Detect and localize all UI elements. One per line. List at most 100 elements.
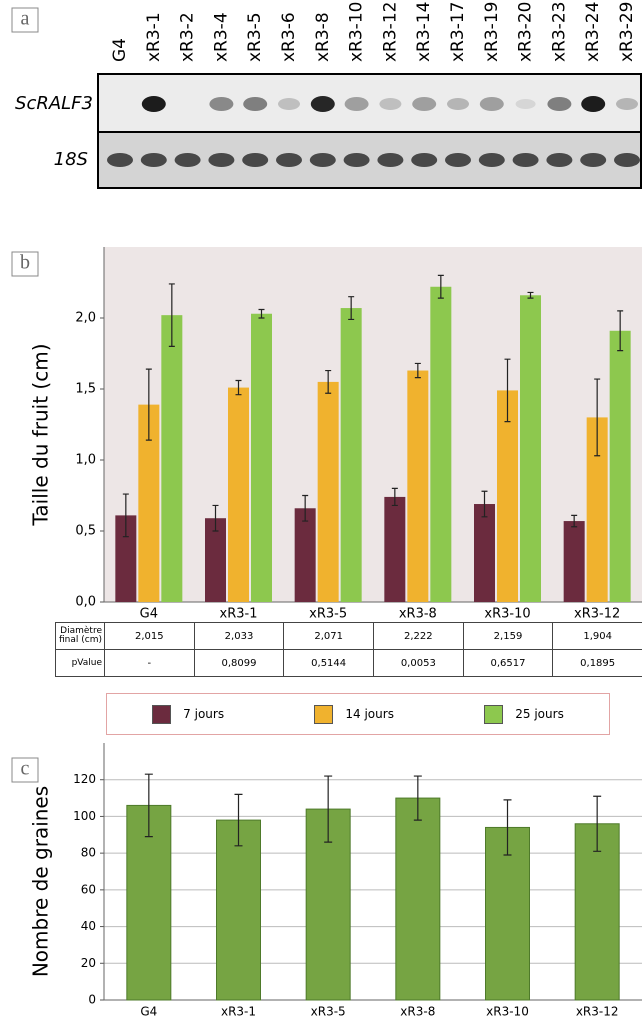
table-cell: 2,033 (195, 623, 285, 650)
lane-label: xR3-14 (414, 2, 434, 62)
legend-swatch (152, 705, 171, 724)
bar (396, 798, 440, 1000)
table-cell: 0,8099 (195, 650, 285, 677)
band (616, 98, 638, 110)
row-header: pValue (56, 650, 105, 677)
lane-label: G4 (110, 38, 130, 62)
x-tick-label: xR3-1 (221, 1005, 256, 1019)
legend-swatch (314, 705, 333, 724)
table-cell: 0,5144 (284, 650, 374, 677)
lane-label: xR3-23 (549, 2, 569, 62)
x-tick-label: xR3-1 (220, 607, 258, 622)
x-tick-label: xR3-10 (486, 1005, 529, 1019)
y-tick-label: 20 (81, 956, 96, 970)
lane-label: xR3-10 (347, 2, 367, 62)
panel-label: b (20, 252, 30, 274)
legend-item: 7 jours (152, 705, 224, 724)
legend-label: 25 jours (515, 707, 564, 721)
y-tick-label: 0 (88, 993, 96, 1007)
bar (384, 497, 405, 602)
lane-label: xR3-5 (245, 12, 265, 62)
table-cell: 2,071 (284, 623, 374, 650)
band (377, 153, 403, 167)
bar (228, 388, 249, 602)
lane-label: xR3-24 (583, 2, 603, 62)
y-axis-title: Taille du fruit (cm) (29, 343, 53, 526)
bar (610, 331, 631, 602)
band (581, 96, 605, 112)
band (208, 153, 234, 167)
bar (520, 295, 541, 602)
lane-label: xR3-1 (144, 12, 164, 62)
y-tick-label: 1,5 (75, 382, 96, 397)
band (278, 98, 300, 110)
band (411, 153, 437, 167)
figure: a ScRALF3 18S ** G4xR3-1xR3-2xR3-4xR3-5x… (0, 0, 642, 1021)
table: Diamètre final (cm)2,0152,0332,0712,2222… (55, 622, 642, 677)
band (344, 153, 370, 167)
blot-row-label: ScRALF3 (15, 93, 93, 114)
y-tick-label: 1,0 (75, 453, 96, 468)
x-tick-label: xR3-12 (574, 607, 620, 622)
x-tick-label: xR3-5 (309, 607, 347, 622)
band (175, 153, 201, 167)
table-cell: 1,904 (553, 623, 642, 650)
y-tick-label: 100 (73, 809, 96, 823)
band (209, 97, 233, 111)
band (141, 153, 167, 167)
plot-area (104, 743, 642, 1000)
band (445, 153, 471, 167)
band (379, 98, 401, 110)
bar (474, 504, 495, 602)
band (513, 153, 539, 167)
band (547, 97, 571, 111)
y-tick-label: 2,0 (75, 311, 96, 326)
x-tick-label: xR3-12 (576, 1005, 619, 1019)
y-tick-label: 0,5 (75, 524, 96, 539)
lane-label: xR3-20 (516, 2, 536, 62)
table-cell: 0,1895 (553, 650, 642, 677)
table-cell: 0,6517 (464, 650, 554, 677)
y-tick-label: 120 (73, 772, 96, 786)
plot-area (104, 247, 642, 602)
blot-row-label: 18S (54, 149, 88, 170)
band (107, 153, 133, 167)
lane-label: xR3-2 (178, 12, 198, 62)
bar (295, 508, 316, 602)
lane-label: xR3-8 (313, 12, 333, 62)
legend-label: 7 jours (183, 707, 224, 721)
band (345, 97, 369, 111)
bar (251, 314, 272, 602)
row-header: Diamètre final (cm) (56, 623, 105, 650)
x-tick-label: xR3-10 (484, 607, 530, 622)
y-tick-label: 0,0 (75, 595, 96, 610)
blot-bands (142, 96, 638, 112)
legend-item: 14 jours (314, 705, 394, 724)
table-cell: 2,159 (464, 623, 554, 650)
panel-label: a (21, 8, 30, 30)
band (276, 153, 302, 167)
legend: 7 jours 14 jours 25 jours (106, 693, 610, 735)
bar (564, 521, 585, 602)
x-tick-label: xR3-8 (399, 607, 437, 622)
x-tick-label: G4 (140, 1005, 157, 1019)
bar (161, 315, 182, 602)
y-tick-label: 60 (81, 882, 96, 896)
bar (430, 287, 451, 602)
band (447, 98, 469, 110)
panel-label: c (21, 758, 30, 780)
legend-swatch (484, 705, 503, 724)
band (243, 97, 267, 111)
y-tick-label: 40 (81, 919, 96, 933)
bar (341, 308, 362, 602)
legend-label: 14 jours (345, 707, 394, 721)
band (311, 96, 335, 112)
band (142, 96, 166, 112)
band (310, 153, 336, 167)
table-cell: 2,015 (105, 623, 195, 650)
band (614, 153, 640, 167)
band (546, 153, 572, 167)
bar (318, 382, 339, 602)
table-cell: 0,0053 (374, 650, 464, 677)
band (412, 97, 436, 111)
